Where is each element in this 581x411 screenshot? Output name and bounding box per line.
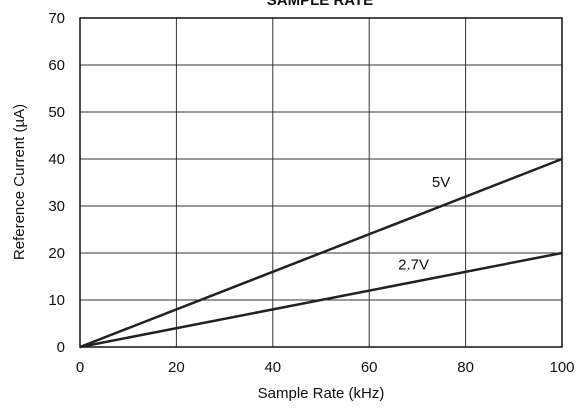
- series-label-1: 2.7V: [398, 256, 429, 273]
- x-axis-label: Sample Rate (kHz): [258, 385, 385, 402]
- x-tick-label-0: 0: [76, 359, 84, 376]
- y-tick-label-4: 40: [48, 151, 65, 168]
- y-tick-label-5: 50: [48, 104, 65, 121]
- y-tick-labels: 0 10 20 30 40 50 60 70: [48, 10, 65, 356]
- y-tick-label-2: 20: [48, 245, 65, 262]
- x-tick-label-5: 100: [549, 359, 574, 376]
- y-tick-label-0: 0: [57, 339, 65, 356]
- x-tick-label-4: 80: [457, 359, 474, 376]
- series-line-1: [79, 251, 563, 349]
- x-tick-label-2: 40: [264, 359, 281, 376]
- y-tick-label-1: 10: [48, 292, 65, 309]
- grid: [79, 17, 563, 348]
- y-tick-label-3: 30: [48, 198, 65, 215]
- x-tick-label-1: 20: [168, 359, 185, 376]
- y-axis-label: Reference Current (µA): [11, 104, 28, 260]
- series-label-0: 5V: [432, 174, 450, 191]
- series-line-0: [79, 157, 563, 349]
- x-tick-label-3: 60: [361, 359, 378, 376]
- plot-frame: [79, 17, 563, 348]
- chart-title: SAMPLE RATE: [267, 0, 373, 9]
- x-tick-labels: 0 20 40 60 80 100: [76, 359, 575, 376]
- y-tick-label-6: 60: [48, 57, 65, 74]
- series-group: 5V 2.7V: [79, 157, 563, 349]
- y-tick-label-7: 70: [48, 10, 65, 27]
